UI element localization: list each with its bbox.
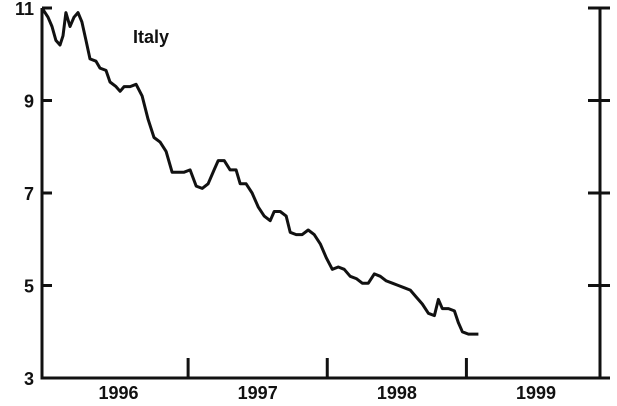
annotation: Italy xyxy=(133,27,169,47)
x-tick-label: 1998 xyxy=(377,383,417,403)
y-tick-label: 11 xyxy=(15,0,34,19)
y-tick-label: 7 xyxy=(24,184,34,204)
y-tick-label: 5 xyxy=(24,276,34,296)
y-tick-label: 3 xyxy=(24,369,34,389)
axes xyxy=(40,8,602,380)
y-tick-label: 9 xyxy=(24,91,34,111)
x-tick-label: 1996 xyxy=(99,383,139,403)
x-tick-label: 1999 xyxy=(516,383,556,403)
x-tick-label: 1997 xyxy=(238,383,278,403)
data-line xyxy=(40,7,479,336)
